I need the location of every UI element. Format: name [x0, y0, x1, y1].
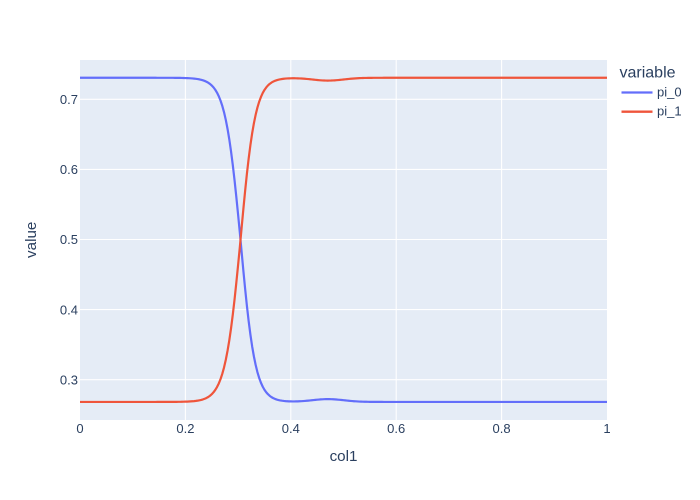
svg-text:0.4: 0.4	[282, 421, 300, 436]
svg-text:0.8: 0.8	[493, 421, 511, 436]
svg-text:0.3: 0.3	[60, 372, 78, 387]
svg-text:0.6: 0.6	[387, 421, 405, 436]
svg-text:0: 0	[76, 421, 83, 436]
svg-text:0.4: 0.4	[60, 302, 78, 317]
svg-text:1: 1	[603, 421, 610, 436]
svg-text:pi_0: pi_0	[657, 84, 682, 99]
svg-text:0.5: 0.5	[60, 232, 78, 247]
svg-text:pi_1: pi_1	[657, 104, 682, 119]
svg-text:variable: variable	[620, 65, 676, 82]
svg-text:0.6: 0.6	[60, 162, 78, 177]
svg-text:0.7: 0.7	[60, 92, 78, 107]
svg-text:value: value	[23, 222, 40, 258]
svg-text:0.2: 0.2	[176, 421, 194, 436]
svg-text:col1: col1	[330, 448, 358, 465]
